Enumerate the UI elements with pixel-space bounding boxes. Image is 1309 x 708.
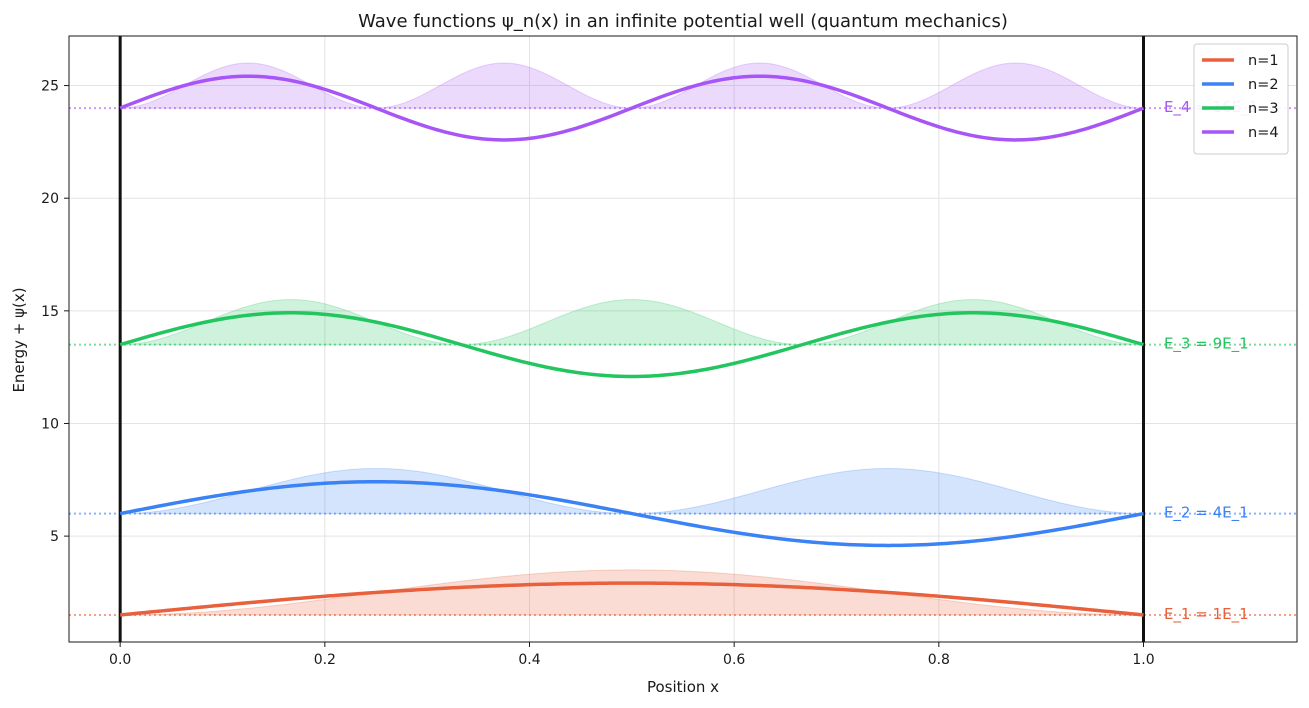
y-tick-label: 5 [50, 529, 59, 545]
energy-label-n3: E_3 = 9E_1 [1164, 335, 1249, 354]
wave-function-curve-n3 [119, 311, 1144, 379]
energy-labels: E_1 = 1E_1E_2 = 4E_1E_3 = 9E_1E_4 = 16E_… [1164, 98, 1258, 624]
x-tick-label: 0.6 [723, 652, 745, 668]
y-tick-label: 25 [41, 79, 59, 95]
legend: n=1 n=2 n=3 n=4 [1193, 43, 1289, 155]
well-walls [118, 36, 1145, 642]
y-tick-label: 20 [41, 191, 59, 207]
y-axis-label: Energy + ψ(x) [10, 287, 28, 392]
y-tick-label: 15 [41, 304, 59, 320]
x-tick-label: 0.0 [109, 652, 131, 668]
legend-label-n3: n=3 [1248, 101, 1279, 117]
wave-function-curves [119, 74, 1145, 617]
probability-density-fill-n1 [118, 569, 1144, 616]
x-tick-label: 0.4 [518, 652, 540, 668]
legend-label-n1: n=1 [1248, 53, 1279, 69]
chart-title: Wave functions ψ_n(x) in an infinite pot… [358, 11, 1008, 32]
legend-label-n2: n=2 [1248, 77, 1279, 93]
wave-function-curve-n2 [119, 479, 1144, 548]
probability-density-fills [118, 62, 1144, 616]
x-tick-label: 1.0 [1132, 652, 1154, 668]
plot-frame [68, 35, 1298, 643]
energy-label-n1: E_1 = 1E_1 [1164, 605, 1249, 624]
x-axis-label: Position x [647, 678, 719, 696]
wave-function-curve-n1 [119, 581, 1144, 617]
legend-box [1193, 43, 1289, 155]
energy-label-n2: E_2 = 4E_1 [1164, 504, 1249, 523]
x-axis-ticks: 0.0 0.2 0.4 0.6 0.8 1.0 [109, 642, 1155, 668]
y-tick-label: 10 [41, 416, 59, 432]
x-tick-label: 0.2 [314, 652, 336, 668]
x-tick-label: 0.8 [928, 652, 950, 668]
wave-function-curve-n4 [119, 74, 1145, 142]
y-axis-ticks: 5 10 15 20 25 [41, 79, 69, 545]
probability-density-fill-n3 [118, 299, 1144, 346]
legend-label-n4: n=4 [1248, 125, 1279, 141]
